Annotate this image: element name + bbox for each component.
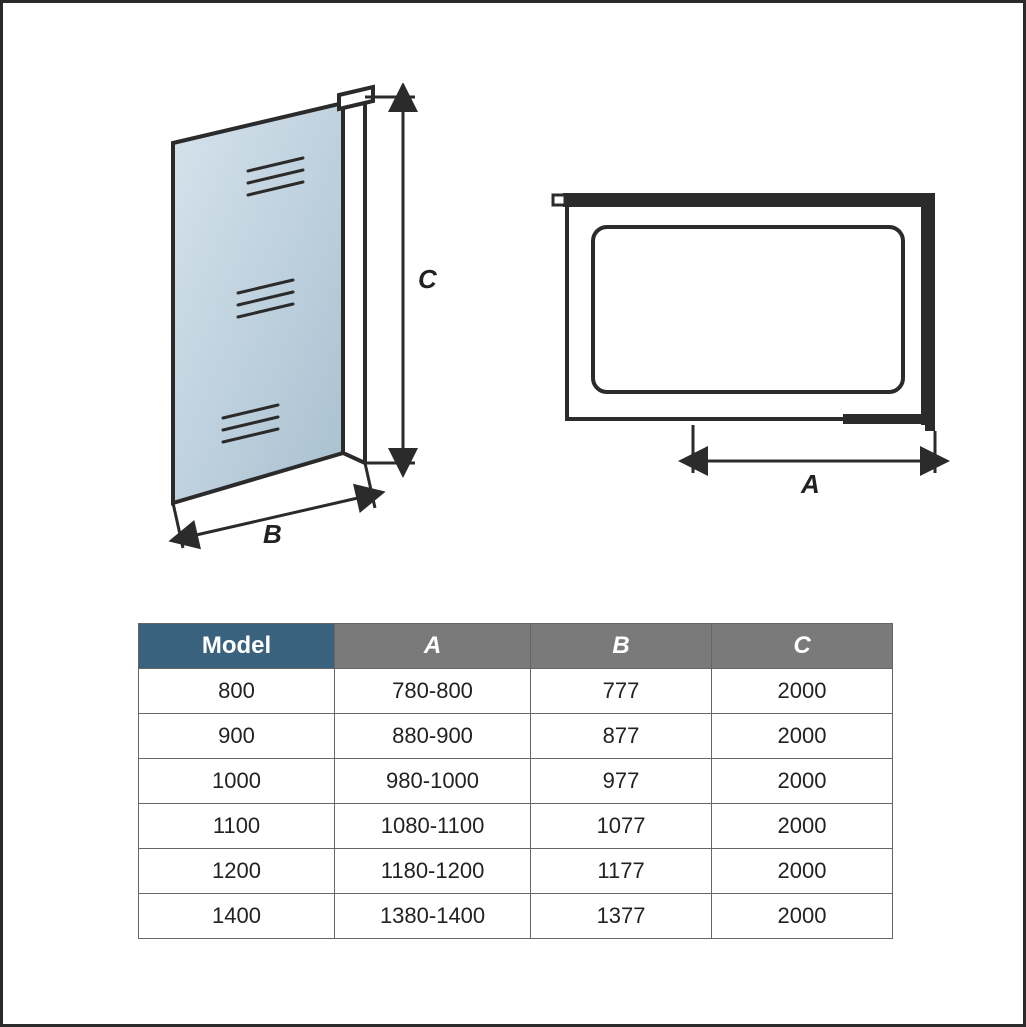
diagram-area: C B (3, 83, 1023, 563)
table-cell: 977 (531, 759, 712, 804)
table-cell: 1200 (139, 849, 335, 894)
table-row: 14001380-140013772000 (139, 894, 893, 939)
table-cell: 1177 (531, 849, 712, 894)
table-cell: 1180-1200 (335, 849, 531, 894)
col-header-a: A (335, 624, 531, 669)
table-row: 900880-9008772000 (139, 714, 893, 759)
dimension-label-A: A (800, 469, 820, 499)
spec-table-header-row: ModelABC (139, 624, 893, 669)
tray-left-tab (553, 195, 565, 205)
col-header-c: C (712, 624, 893, 669)
table-cell: 2000 (712, 714, 893, 759)
table-row: 11001080-110010772000 (139, 804, 893, 849)
table-cell: 2000 (712, 849, 893, 894)
wall-profile (343, 97, 365, 463)
tray-outline (563, 193, 935, 431)
page-frame: C B (0, 0, 1026, 1027)
diagram-panel-iso: C B (63, 83, 543, 583)
table-cell: 2000 (712, 759, 893, 804)
col-header-b: B (531, 624, 712, 669)
table-cell: 777 (531, 669, 712, 714)
spec-table-container: ModelABC 800780-8007772000900880-9008772… (138, 623, 893, 939)
table-cell: 1400 (139, 894, 335, 939)
table-cell: 1100 (139, 804, 335, 849)
diagram-plan-view: A (543, 173, 963, 533)
table-cell: 780-800 (335, 669, 531, 714)
spec-table-head: ModelABC (139, 624, 893, 669)
table-row: 1000980-10009772000 (139, 759, 893, 804)
table-cell: 900 (139, 714, 335, 759)
table-cell: 1380-1400 (335, 894, 531, 939)
table-cell: 1000 (139, 759, 335, 804)
table-cell: 2000 (712, 669, 893, 714)
glass-panel (173, 103, 343, 503)
spec-table: ModelABC 800780-8007772000900880-9008772… (138, 623, 893, 939)
table-cell: 1377 (531, 894, 712, 939)
table-cell: 1077 (531, 804, 712, 849)
spec-table-body: 800780-8007772000900880-9008772000100098… (139, 669, 893, 939)
col-header-model: Model (139, 624, 335, 669)
table-cell: 2000 (712, 804, 893, 849)
dimension-label-B: B (263, 519, 282, 549)
table-row: 12001180-120011772000 (139, 849, 893, 894)
table-cell: 2000 (712, 894, 893, 939)
dimension-label-C: C (418, 264, 438, 294)
table-cell: 880-900 (335, 714, 531, 759)
table-row: 800780-8007772000 (139, 669, 893, 714)
dimension-C: C (365, 97, 438, 463)
table-cell: 800 (139, 669, 335, 714)
dimension-A: A (693, 425, 935, 499)
table-cell: 980-1000 (335, 759, 531, 804)
table-cell: 1080-1100 (335, 804, 531, 849)
table-cell: 877 (531, 714, 712, 759)
